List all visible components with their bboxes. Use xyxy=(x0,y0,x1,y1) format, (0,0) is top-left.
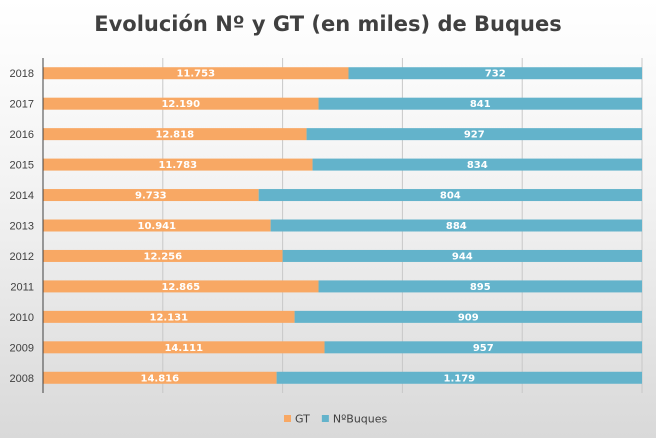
bar-gt xyxy=(43,249,283,262)
data-label-nbuques: 895 xyxy=(470,282,491,293)
data-label-gt: 12.256 xyxy=(144,251,183,262)
data-label-nbuques: 927 xyxy=(464,130,485,141)
bar-nbuques xyxy=(258,189,642,202)
data-label-gt: 11.783 xyxy=(158,160,197,171)
data-label-gt: 11.753 xyxy=(176,69,215,80)
bar-nbuques xyxy=(306,128,642,141)
data-label-gt: 12.131 xyxy=(149,312,188,323)
y-tick-label: 2017 xyxy=(10,99,34,111)
data-label-gt: 12.818 xyxy=(155,130,194,141)
y-tick-label: 2018 xyxy=(10,68,34,80)
bar-nbuques xyxy=(348,67,642,80)
y-tick-label: 2014 xyxy=(10,190,34,202)
bar-gt xyxy=(43,189,259,202)
data-label-gt: 12.190 xyxy=(161,99,200,110)
bar-nbuques xyxy=(282,249,642,262)
bar-gt xyxy=(43,310,295,323)
bar-gt xyxy=(43,158,313,171)
bar-nbuques xyxy=(324,341,642,354)
legend-label: NºBuques xyxy=(333,413,388,426)
data-label-nbuques: 841 xyxy=(470,99,491,110)
bar-gt xyxy=(43,97,319,110)
data-label-nbuques: 884 xyxy=(446,221,467,232)
y-tick-label: 2012 xyxy=(10,251,34,263)
data-label-gt: 14.111 xyxy=(164,343,203,354)
bar-nbuques xyxy=(270,219,642,232)
data-label-nbuques: 944 xyxy=(452,251,473,262)
bar-gt xyxy=(43,280,319,293)
data-label-nbuques: 1.179 xyxy=(443,373,475,384)
bar-nbuques xyxy=(294,310,642,323)
y-tick-label: 2016 xyxy=(10,129,34,141)
bar-gt xyxy=(43,341,325,354)
y-tick-label: 2009 xyxy=(10,342,34,354)
legend-swatch xyxy=(321,415,329,422)
y-tick-label: 2013 xyxy=(10,221,34,233)
data-labels: 11.753 732 12.190 841 12.818 927 11.783 834 9.73… xyxy=(135,69,506,385)
y-tick-label: 2010 xyxy=(10,312,34,324)
bar-nbuques xyxy=(312,158,642,171)
chart-title: Evolución Nº y GT (en miles) de Buques xyxy=(94,12,561,36)
y-tick-label: 2008 xyxy=(10,373,34,385)
bars xyxy=(43,67,642,384)
data-label-nbuques: 804 xyxy=(440,191,461,202)
data-label-gt: 14.816 xyxy=(141,373,180,384)
data-label-gt: 10.941 xyxy=(138,221,177,232)
bar-nbuques xyxy=(276,371,642,384)
data-label-nbuques: 909 xyxy=(458,312,479,323)
bar-gt xyxy=(43,67,349,80)
data-label-gt: 9.733 xyxy=(135,191,167,202)
y-axis-ticks: 2018 2017 2016 2015 2014 2013 2012 2011 2010 2009… xyxy=(10,68,34,385)
legend: GT NºBuques xyxy=(284,413,388,426)
legend-swatch xyxy=(284,415,291,422)
data-label-nbuques: 957 xyxy=(473,343,494,354)
bar-nbuques xyxy=(318,97,642,110)
data-label-nbuques: 834 xyxy=(467,160,488,171)
bar-gt xyxy=(43,219,271,232)
data-label-nbuques: 732 xyxy=(485,69,506,80)
legend-label: GT xyxy=(295,413,310,426)
y-tick-label: 2015 xyxy=(10,160,34,172)
y-tick-label: 2011 xyxy=(10,281,34,293)
bar-gt xyxy=(43,371,277,384)
bar-gt xyxy=(43,128,307,141)
data-label-gt: 12.865 xyxy=(161,282,200,293)
bar-nbuques xyxy=(318,280,642,293)
